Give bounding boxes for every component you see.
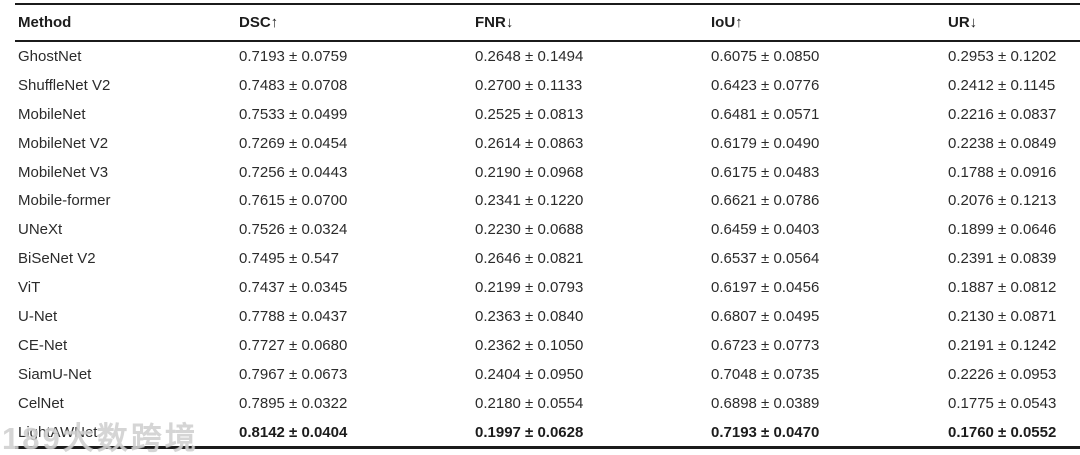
table-body: GhostNet 0.7193 ± 0.0759 0.2648 ± 0.1494…	[15, 41, 1080, 448]
table-row: MobileNet V2 0.7269 ± 0.0454 0.2614 ± 0.…	[15, 129, 1080, 158]
table-row: BiSeNet V2 0.7495 ± 0.547 0.2646 ± 0.082…	[15, 244, 1080, 273]
method-cell: Mobile-former	[18, 192, 111, 210]
method-cell: BiSeNet V2	[18, 250, 96, 268]
fnr-cell: 0.2230 ± 0.0688	[475, 221, 584, 239]
method-cell: ShuffleNet V2	[18, 76, 111, 94]
table-row: GhostNet 0.7193 ± 0.0759 0.2648 ± 0.1494…	[15, 41, 1080, 71]
table-row: MobileNet V3 0.7256 ± 0.0443 0.2190 ± 0.…	[15, 158, 1080, 187]
dsc-cell: 0.7967 ± 0.0673	[239, 365, 348, 383]
fnr-cell: 0.2648 ± 0.1494	[475, 47, 584, 65]
table-row: U-Net 0.7788 ± 0.0437 0.2363 ± 0.0840 0.…	[15, 302, 1080, 331]
fnr-cell: 0.2341 ± 0.1220	[475, 192, 584, 210]
dsc-cell: 0.7895 ± 0.0322	[239, 394, 348, 412]
iou-cell: 0.6537 ± 0.0564	[711, 250, 820, 268]
table-row: ViT 0.7437 ± 0.0345 0.2199 ± 0.0793 0.61…	[15, 273, 1080, 302]
fnr-cell: 0.2404 ± 0.0950	[475, 365, 584, 383]
col-header-ur: UR↓	[945, 4, 1080, 42]
iou-cell: 0.6197 ± 0.0456	[711, 279, 820, 297]
iou-cell: 0.6459 ± 0.0403	[711, 221, 820, 239]
table-row: Mobile-former 0.7615 ± 0.0700 0.2341 ± 0…	[15, 186, 1080, 215]
iou-cell: 0.6075 ± 0.0850	[711, 47, 820, 65]
dsc-cell: 0.7526 ± 0.0324	[239, 221, 348, 239]
fnr-cell: 0.2362 ± 0.1050	[475, 336, 584, 354]
table-row: CelNet 0.7895 ± 0.0322 0.2180 ± 0.0554 0…	[15, 389, 1080, 418]
header-row: Method DSC↑ FNR↓ IoU↑ UR↓	[15, 4, 1080, 42]
method-cell: CelNet	[18, 394, 64, 412]
dsc-cell: 0.8142 ± 0.0404	[239, 423, 348, 441]
fnr-cell: 0.2646 ± 0.0821	[475, 250, 584, 268]
ur-cell: 0.2076 ± 0.1213	[948, 192, 1057, 210]
table-row: ShuffleNet V2 0.7483 ± 0.0708 0.2700 ± 0…	[15, 71, 1080, 100]
fnr-cell: 0.2700 ± 0.1133	[475, 76, 583, 94]
fnr-cell: 0.2614 ± 0.0863	[475, 134, 584, 152]
dsc-cell: 0.7615 ± 0.0700	[239, 192, 348, 210]
table-row: MobileNet 0.7533 ± 0.0499 0.2525 ± 0.081…	[15, 100, 1080, 129]
method-cell: MobileNet V3	[18, 163, 109, 181]
dsc-cell: 0.7193 ± 0.0759	[239, 47, 348, 65]
dsc-cell: 0.7483 ± 0.0708	[239, 76, 348, 94]
ur-cell: 0.2191 ± 0.1242	[948, 336, 1057, 354]
iou-cell: 0.7048 ± 0.0735	[711, 365, 820, 383]
method-cell: ViT	[18, 279, 41, 297]
iou-cell: 0.6481 ± 0.0571	[711, 105, 820, 123]
fnr-cell: 0.2190 ± 0.0968	[475, 163, 584, 181]
ur-cell: 0.2130 ± 0.0871	[948, 307, 1057, 325]
dsc-cell: 0.7269 ± 0.0454	[239, 134, 348, 152]
results-table: Method DSC↑ FNR↓ IoU↑ UR↓ GhostNet 0.719…	[15, 3, 1080, 450]
dsc-cell: 0.7727 ± 0.0680	[239, 336, 348, 354]
ur-cell: 0.2216 ± 0.0837	[948, 105, 1057, 123]
ur-cell: 0.1788 ± 0.0916	[948, 163, 1057, 181]
method-cell: GhostNet	[18, 47, 82, 65]
iou-cell: 0.6723 ± 0.0773	[711, 336, 820, 354]
col-header-method: Method	[15, 4, 236, 42]
ur-cell: 0.1887 ± 0.0812	[948, 279, 1057, 297]
iou-cell: 0.6898 ± 0.0389	[711, 394, 820, 412]
method-cell: MobileNet	[18, 105, 86, 123]
ur-cell: 0.1899 ± 0.0646	[948, 221, 1057, 239]
fnr-cell: 0.2525 ± 0.0813	[475, 105, 584, 123]
ur-cell: 0.2238 ± 0.0849	[948, 134, 1057, 152]
table-row: UNeXt 0.7526 ± 0.0324 0.2230 ± 0.0688 0.…	[15, 215, 1080, 244]
iou-cell: 0.6807 ± 0.0495	[711, 307, 820, 325]
ur-cell: 0.2226 ± 0.0953	[948, 365, 1057, 383]
col-header-iou: IoU↑	[708, 4, 945, 42]
iou-cell: 0.7193 ± 0.0470	[711, 423, 820, 441]
method-cell: CE-Net	[18, 336, 68, 354]
results-table-figure: Method DSC↑ FNR↓ IoU↑ UR↓ GhostNet 0.719…	[0, 3, 1080, 455]
method-cell: SiamU-Net	[18, 365, 92, 383]
table-header: Method DSC↑ FNR↓ IoU↑ UR↓	[15, 4, 1080, 42]
table-row: CE-Net 0.7727 ± 0.0680 0.2362 ± 0.1050 0…	[15, 331, 1080, 360]
dsc-cell: 0.7256 ± 0.0443	[239, 163, 348, 181]
method-cell: U-Net	[18, 307, 58, 325]
dsc-cell: 0.7533 ± 0.0499	[239, 105, 348, 123]
dsc-cell: 0.7495 ± 0.547	[239, 250, 339, 268]
method-cell: MobileNet V2	[18, 134, 109, 152]
dsc-cell: 0.7788 ± 0.0437	[239, 307, 348, 325]
fnr-cell: 0.1997 ± 0.0628	[475, 423, 584, 441]
method-cell: LightAWNet	[18, 423, 98, 441]
col-header-dsc: DSC↑	[236, 4, 472, 42]
iou-cell: 0.6175 ± 0.0483	[711, 163, 820, 181]
ur-cell: 0.1760 ± 0.0552	[948, 423, 1057, 441]
col-header-fnr: FNR↓	[472, 4, 708, 42]
table-row: SiamU-Net 0.7967 ± 0.0673 0.2404 ± 0.095…	[15, 360, 1080, 389]
ur-cell: 0.1775 ± 0.0543	[948, 394, 1057, 412]
fnr-cell: 0.2199 ± 0.0793	[475, 279, 584, 297]
ur-cell: 0.2953 ± 0.1202	[948, 47, 1057, 65]
method-cell: UNeXt	[18, 221, 63, 239]
iou-cell: 0.6423 ± 0.0776	[711, 76, 820, 94]
iou-cell: 0.6179 ± 0.0490	[711, 134, 820, 152]
fnr-cell: 0.2363 ± 0.0840	[475, 307, 584, 325]
ur-cell: 0.2391 ± 0.0839	[948, 250, 1057, 268]
iou-cell: 0.6621 ± 0.0786	[711, 192, 820, 210]
dsc-cell: 0.7437 ± 0.0345	[239, 279, 348, 297]
ur-cell: 0.2412 ± 0.1145	[948, 76, 1056, 94]
fnr-cell: 0.2180 ± 0.0554	[475, 394, 584, 412]
table-row: LightAWNet 0.8142 ± 0.0404 0.1997 ± 0.06…	[15, 418, 1080, 448]
